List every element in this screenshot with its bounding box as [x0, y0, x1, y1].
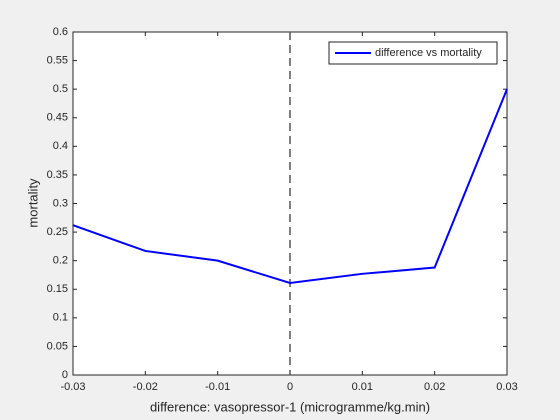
- y-tick-label: 0.35: [47, 169, 68, 181]
- y-tick-label: 0.05: [47, 340, 68, 352]
- y-tick-label: 0.55: [47, 54, 68, 66]
- x-tick-label: 0.03: [496, 381, 517, 393]
- y-tick-label: 0.15: [47, 283, 68, 295]
- y-tick-label: 0.1: [53, 312, 68, 324]
- x-tick-label: 0.02: [424, 381, 445, 393]
- x-axis-label: difference: vasopressor-1 (microgramme/k…: [150, 399, 430, 414]
- y-tick-label: 0.4: [53, 140, 68, 152]
- y-tick-label: 0: [62, 369, 68, 381]
- y-tick-label: 0.25: [47, 226, 68, 238]
- x-tick-label: 0.01: [352, 381, 373, 393]
- y-axis-label: mortality: [25, 178, 40, 228]
- y-tick-label: 0.45: [47, 112, 68, 124]
- x-tick-label: -0.03: [60, 381, 85, 393]
- data-line: [72, 88, 508, 284]
- y-tick-label: 0.5: [53, 83, 68, 95]
- x-tick-label: -0.02: [133, 381, 158, 393]
- x-tick-label: 0: [287, 381, 293, 393]
- legend: difference vs mortality: [328, 41, 498, 65]
- y-tick-label: 0.2: [53, 255, 68, 267]
- x-tick-label: -0.01: [205, 381, 230, 393]
- y-tick-label: 0.6: [53, 26, 68, 38]
- legend-box: [328, 41, 498, 65]
- legend-label: difference vs mortality: [375, 47, 482, 59]
- y-tick-label: 0.3: [53, 197, 68, 209]
